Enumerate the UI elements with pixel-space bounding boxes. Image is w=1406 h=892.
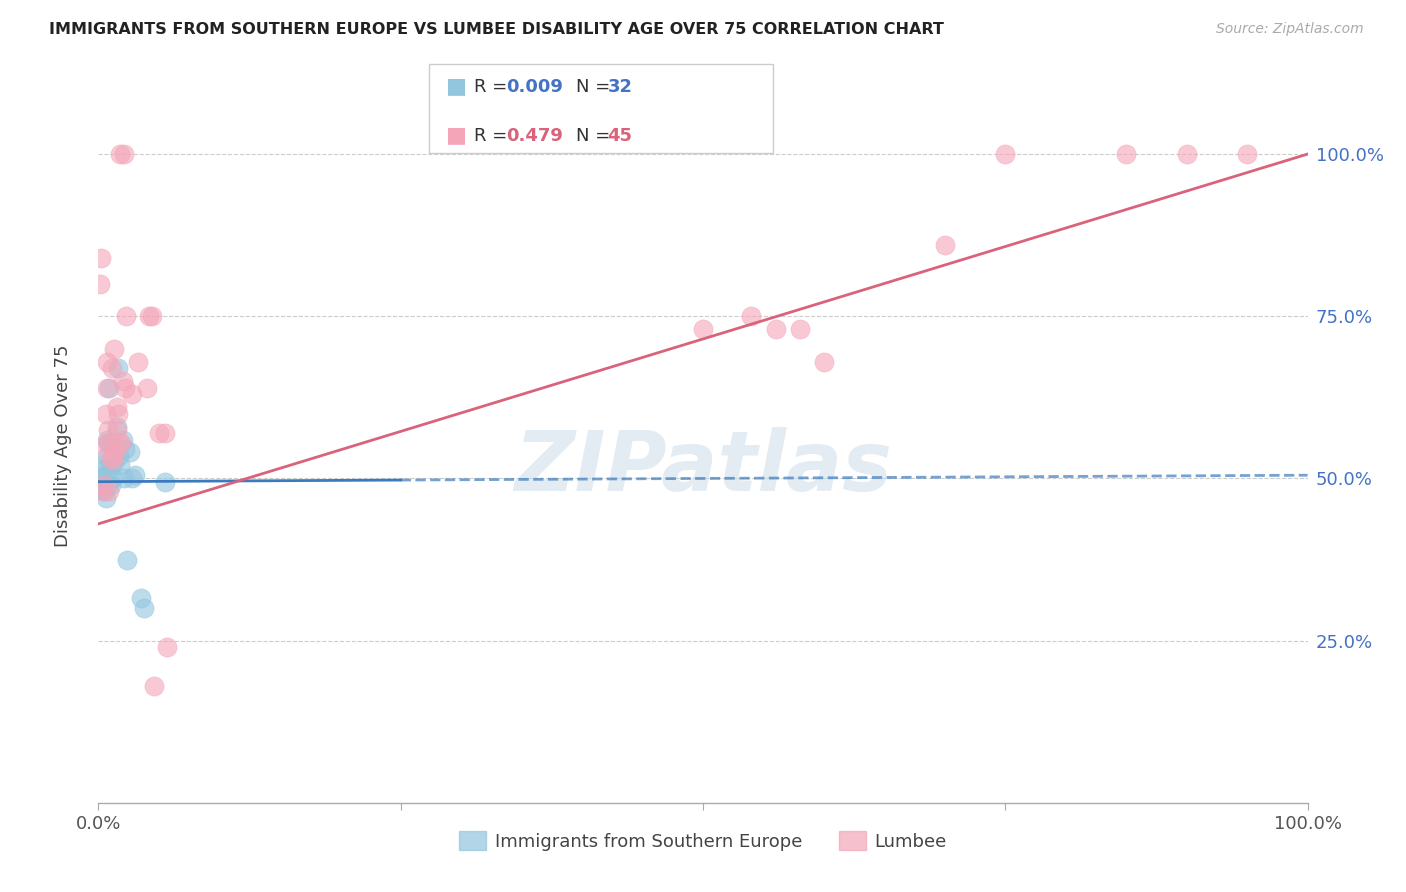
Point bbox=[112, 471, 135, 485]
Point bbox=[100, 478, 122, 492]
Point bbox=[127, 354, 149, 368]
Point bbox=[91, 439, 114, 453]
Text: N =: N = bbox=[576, 78, 616, 95]
Point bbox=[93, 461, 115, 475]
Point bbox=[103, 342, 125, 356]
Point bbox=[94, 407, 117, 421]
Text: R =: R = bbox=[474, 127, 513, 145]
Point bbox=[135, 381, 157, 395]
Text: ZIPatlas: ZIPatlas bbox=[515, 427, 891, 508]
Point bbox=[156, 640, 179, 654]
Point bbox=[101, 471, 124, 485]
Point bbox=[100, 435, 122, 450]
Point bbox=[121, 387, 143, 401]
Point bbox=[118, 445, 141, 459]
Text: 0.009: 0.009 bbox=[506, 78, 562, 95]
Point bbox=[108, 449, 131, 463]
Point bbox=[121, 471, 143, 485]
Point bbox=[105, 423, 128, 437]
Point bbox=[115, 310, 138, 324]
Point bbox=[91, 478, 114, 492]
Point bbox=[813, 354, 835, 368]
Point bbox=[98, 484, 121, 499]
Point bbox=[134, 601, 156, 615]
Point bbox=[108, 435, 131, 450]
Text: 32: 32 bbox=[607, 78, 633, 95]
Point bbox=[97, 435, 120, 450]
Point bbox=[148, 425, 170, 440]
Point bbox=[141, 310, 163, 324]
Point bbox=[97, 478, 120, 492]
Point bbox=[98, 435, 121, 450]
Point bbox=[153, 425, 176, 440]
Point bbox=[129, 591, 152, 606]
Point bbox=[108, 458, 131, 473]
Point bbox=[96, 433, 118, 447]
Point bbox=[90, 251, 112, 265]
Point bbox=[789, 322, 811, 336]
Text: ■: ■ bbox=[446, 77, 467, 96]
Point bbox=[94, 468, 117, 483]
Point bbox=[692, 322, 714, 336]
Point bbox=[103, 455, 125, 469]
Point bbox=[91, 458, 114, 473]
Point bbox=[107, 361, 129, 376]
Text: 0.479: 0.479 bbox=[506, 127, 562, 145]
Point bbox=[111, 433, 134, 447]
Point bbox=[94, 491, 117, 505]
Point bbox=[93, 484, 115, 499]
Point bbox=[98, 381, 121, 395]
Point bbox=[91, 484, 114, 499]
Point bbox=[100, 458, 122, 473]
Point bbox=[740, 310, 762, 324]
Text: N =: N = bbox=[576, 127, 616, 145]
Point bbox=[138, 310, 160, 324]
Point bbox=[104, 445, 127, 459]
Point bbox=[89, 481, 111, 495]
Point bbox=[110, 435, 132, 450]
Point bbox=[934, 238, 956, 252]
Point bbox=[143, 679, 166, 693]
Point bbox=[111, 374, 134, 388]
Point bbox=[105, 419, 128, 434]
Point bbox=[96, 381, 118, 395]
Point bbox=[100, 361, 122, 376]
Text: R =: R = bbox=[474, 78, 513, 95]
Text: Source: ZipAtlas.com: Source: ZipAtlas.com bbox=[1216, 22, 1364, 37]
Point bbox=[117, 552, 139, 566]
Point bbox=[765, 322, 787, 336]
Text: ■: ■ bbox=[446, 126, 467, 145]
Y-axis label: Disability Age Over 75: Disability Age Over 75 bbox=[53, 344, 72, 548]
Point bbox=[114, 381, 136, 395]
Point bbox=[994, 147, 1017, 161]
Point bbox=[107, 407, 129, 421]
Point bbox=[89, 277, 111, 291]
Text: IMMIGRANTS FROM SOUTHERN EUROPE VS LUMBEE DISABILITY AGE OVER 75 CORRELATION CHA: IMMIGRANTS FROM SOUTHERN EUROPE VS LUMBE… bbox=[49, 22, 943, 37]
Point bbox=[153, 475, 176, 489]
Point bbox=[112, 147, 135, 161]
Point bbox=[93, 478, 115, 492]
Point bbox=[90, 471, 112, 485]
Point bbox=[105, 400, 128, 414]
Point bbox=[96, 449, 118, 463]
Text: 45: 45 bbox=[607, 127, 633, 145]
Point bbox=[1175, 147, 1198, 161]
Point bbox=[97, 423, 120, 437]
Legend: Immigrants from Southern Europe, Lumbee: Immigrants from Southern Europe, Lumbee bbox=[451, 824, 955, 858]
Point bbox=[101, 452, 124, 467]
Point bbox=[1115, 147, 1137, 161]
Point bbox=[96, 354, 118, 368]
Point bbox=[100, 452, 122, 467]
Point bbox=[1236, 147, 1258, 161]
Point bbox=[108, 147, 131, 161]
Point bbox=[114, 442, 136, 457]
Point bbox=[124, 468, 146, 483]
